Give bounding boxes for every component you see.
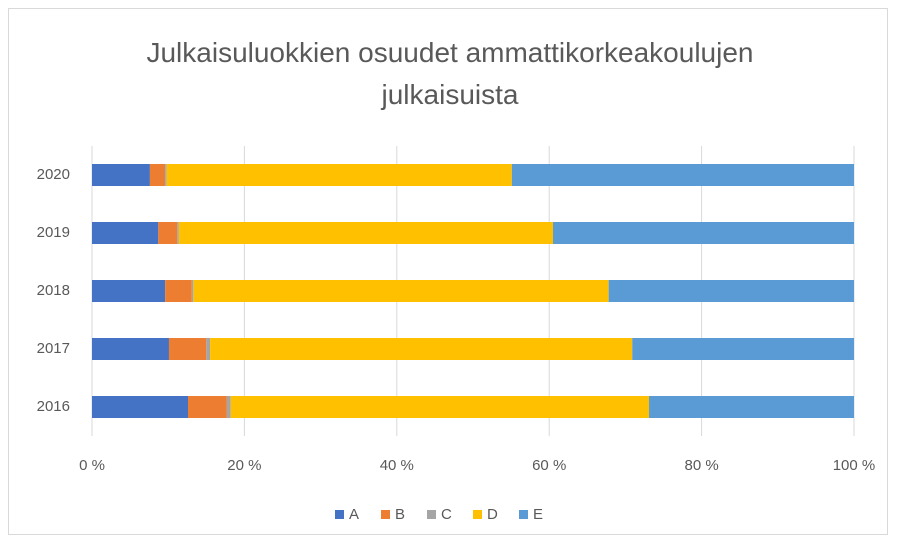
legend-swatch: [473, 510, 482, 519]
chart-title: Julkaisuluokkien osuudet ammattikorkeako…: [146, 37, 754, 110]
y-tick-label: 2016: [37, 398, 70, 415]
legend-label: D: [487, 506, 498, 523]
bar-segment: [166, 164, 512, 186]
legend-swatch: [381, 510, 390, 519]
bar-segment: [92, 164, 150, 186]
bar-segment: [511, 164, 854, 186]
bar-segment: [210, 338, 633, 360]
legend-swatch: [519, 510, 528, 519]
y-tick-label: 2018: [37, 282, 70, 299]
y-tick-label: 2020: [37, 166, 70, 183]
bar-segment: [92, 396, 189, 418]
x-tick-label: 20 %: [227, 457, 261, 474]
bar-segment: [226, 396, 231, 418]
bar-segment: [178, 222, 554, 244]
bar-segment: [553, 222, 854, 244]
legend-label: C: [441, 506, 452, 523]
legend-swatch: [427, 510, 436, 519]
bar-segment: [632, 338, 854, 360]
bar-segment: [188, 396, 227, 418]
bar-segment: [608, 280, 854, 302]
bar-segment: [165, 164, 167, 186]
x-tick-label: 80 %: [684, 457, 718, 474]
legend-label: E: [533, 506, 543, 523]
legend-label: B: [395, 506, 405, 523]
y-tick-label: 2019: [37, 224, 70, 241]
y-tick-label: 2017: [37, 340, 70, 357]
bar-segment: [206, 338, 211, 360]
x-tick-label: 100 %: [833, 457, 876, 474]
chart-border: [8, 8, 888, 535]
bar-segment: [158, 222, 178, 244]
x-tick-label: 40 %: [380, 457, 414, 474]
bar-segment: [92, 222, 159, 244]
bar-segment: [92, 280, 166, 302]
bar-segment: [191, 280, 194, 302]
legend-label: A: [349, 506, 359, 523]
bar-segment: [165, 280, 192, 302]
bar-segment: [92, 338, 169, 360]
x-tick-label: 0 %: [79, 457, 105, 474]
bar-segment: [177, 222, 179, 244]
bar-segment: [230, 396, 650, 418]
bar-segment: [168, 338, 207, 360]
legend-swatch: [335, 510, 344, 519]
bar-segment: [649, 396, 854, 418]
x-tick-label: 60 %: [532, 457, 566, 474]
bar-segment: [193, 280, 609, 302]
bar-segment: [149, 164, 166, 186]
